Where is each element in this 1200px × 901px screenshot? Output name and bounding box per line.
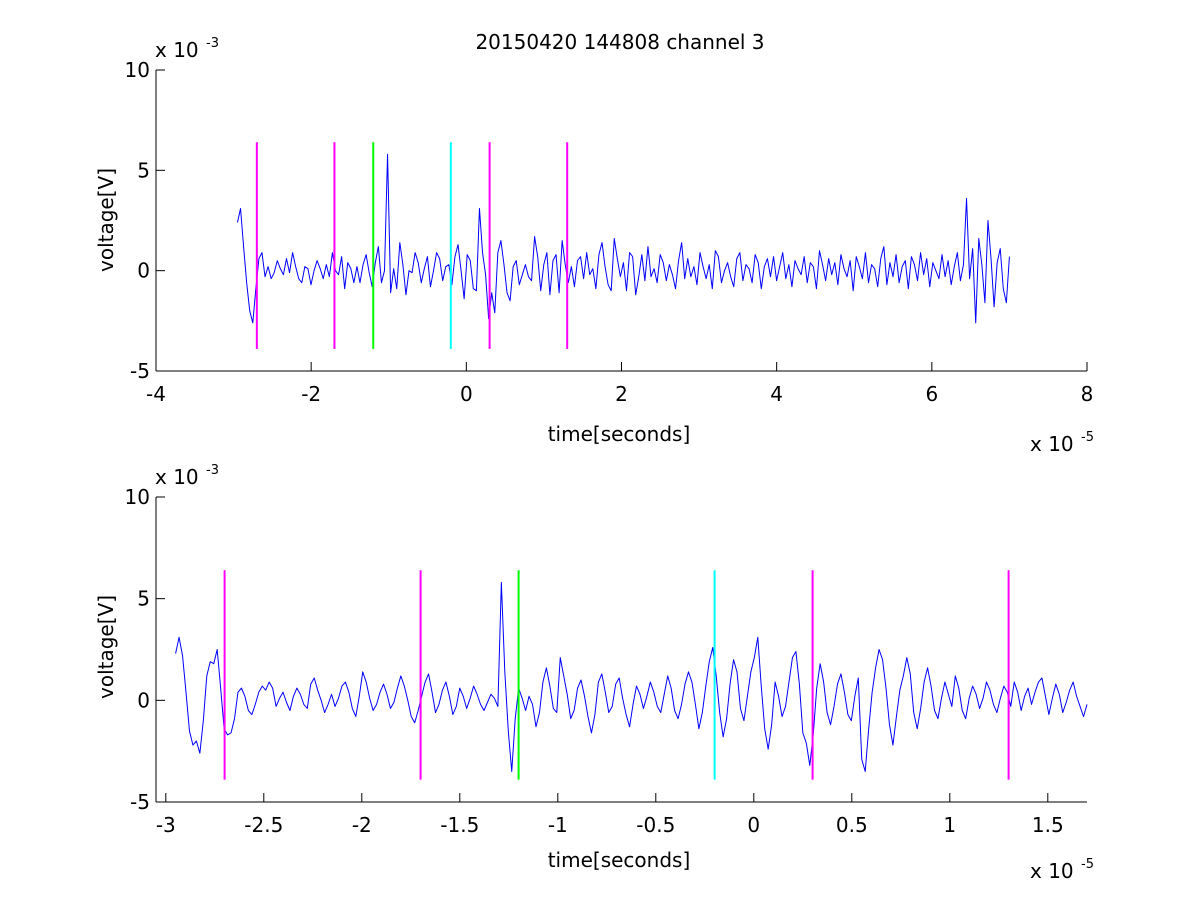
bottom-x-tick-label: -1.5 — [440, 813, 479, 837]
top-x-exponent: x 10 -5 — [1030, 430, 1094, 456]
top-series-line-0 — [236, 153, 1010, 324]
top-vline-layer — [255, 142, 569, 349]
bottom-y-tick-label: -5 — [130, 790, 150, 814]
top-y-tick-label: 5 — [137, 158, 150, 182]
bottom-x-tick-label: 1 — [943, 813, 956, 837]
bottom-x-exponent: x 10 -5 — [1030, 857, 1094, 883]
bottom-x-exponent-base: x 10 — [1030, 859, 1074, 883]
bottom-y-exponent: x 10 -3 — [155, 463, 219, 489]
bottom-y-axis-label: voltage[V] — [94, 595, 118, 699]
bottom-x-tick-label: 0 — [747, 813, 760, 837]
bottom-x-exponent-power: -5 — [1081, 857, 1094, 872]
bottom-x-tick-label: -3 — [156, 813, 176, 837]
top-x-tick-label: -4 — [146, 382, 166, 406]
top-y-axis-label: voltage[V] — [94, 168, 118, 272]
bottom-axes-frame — [155, 497, 1087, 803]
bottom-y-exponent-base: x 10 — [155, 465, 199, 489]
top-y-tick-label: 10 — [125, 58, 150, 82]
axes-bottom: -3 -2.5 -2 -1.5 -1 -0.5 0 0.5 1 1.5 -5 0 5 10 time[se… — [94, 463, 1094, 883]
bottom-series-line-0 — [175, 581, 1088, 772]
bottom-x-tick-label: -1 — [548, 813, 568, 837]
top-x-exponent-power: -5 — [1081, 430, 1094, 445]
bottom-y-tick-label: 10 — [125, 485, 150, 509]
top-tick-layer: -4 -2 0 2 4 6 8 -5 0 5 10 — [125, 58, 1094, 406]
bottom-y-tick-label: 5 — [137, 587, 150, 611]
top-y-exponent-power: -3 — [206, 36, 219, 51]
bottom-vline-layer — [223, 570, 1010, 780]
top-y-exponent: x 10 -3 — [155, 36, 219, 62]
bottom-tick-layer: -3 -2.5 -2 -1.5 -1 -0.5 0 0.5 1 1.5 -5 0 5 10 — [125, 485, 1064, 837]
top-series-layer — [236, 153, 1010, 324]
top-x-tick-label: 4 — [770, 382, 783, 406]
top-y-tick-label: 0 — [137, 259, 150, 283]
top-x-tick-label: 8 — [1081, 382, 1094, 406]
top-x-tick-label: 6 — [925, 382, 938, 406]
bottom-x-tick-label: -0.5 — [636, 813, 675, 837]
top-y-exponent-base: x 10 — [155, 38, 199, 62]
top-y-tick-label: -5 — [130, 359, 150, 383]
axes-top: -4 -2 0 2 4 6 8 -5 0 5 10 time[seconds] voltage[V]… — [94, 36, 1094, 456]
bottom-y-tick-label: 0 — [137, 688, 150, 712]
top-x-tick-label: -2 — [301, 382, 321, 406]
bottom-x-tick-label: 1.5 — [1032, 813, 1064, 837]
figure-title: 20150420 144808 channel 3 — [475, 30, 764, 54]
bottom-x-tick-label: -2.5 — [244, 813, 283, 837]
bottom-y-exponent-power: -3 — [206, 463, 219, 478]
top-x-tick-label: 0 — [460, 382, 473, 406]
top-x-axis-label: time[seconds] — [548, 422, 691, 446]
bottom-x-tick-label: 0.5 — [836, 813, 868, 837]
bottom-x-tick-label: -2 — [352, 813, 372, 837]
top-x-tick-label: 2 — [615, 382, 628, 406]
top-x-exponent-base: x 10 — [1030, 432, 1074, 456]
bottom-x-axis-label: time[seconds] — [548, 848, 691, 872]
bottom-series-layer — [175, 581, 1088, 772]
